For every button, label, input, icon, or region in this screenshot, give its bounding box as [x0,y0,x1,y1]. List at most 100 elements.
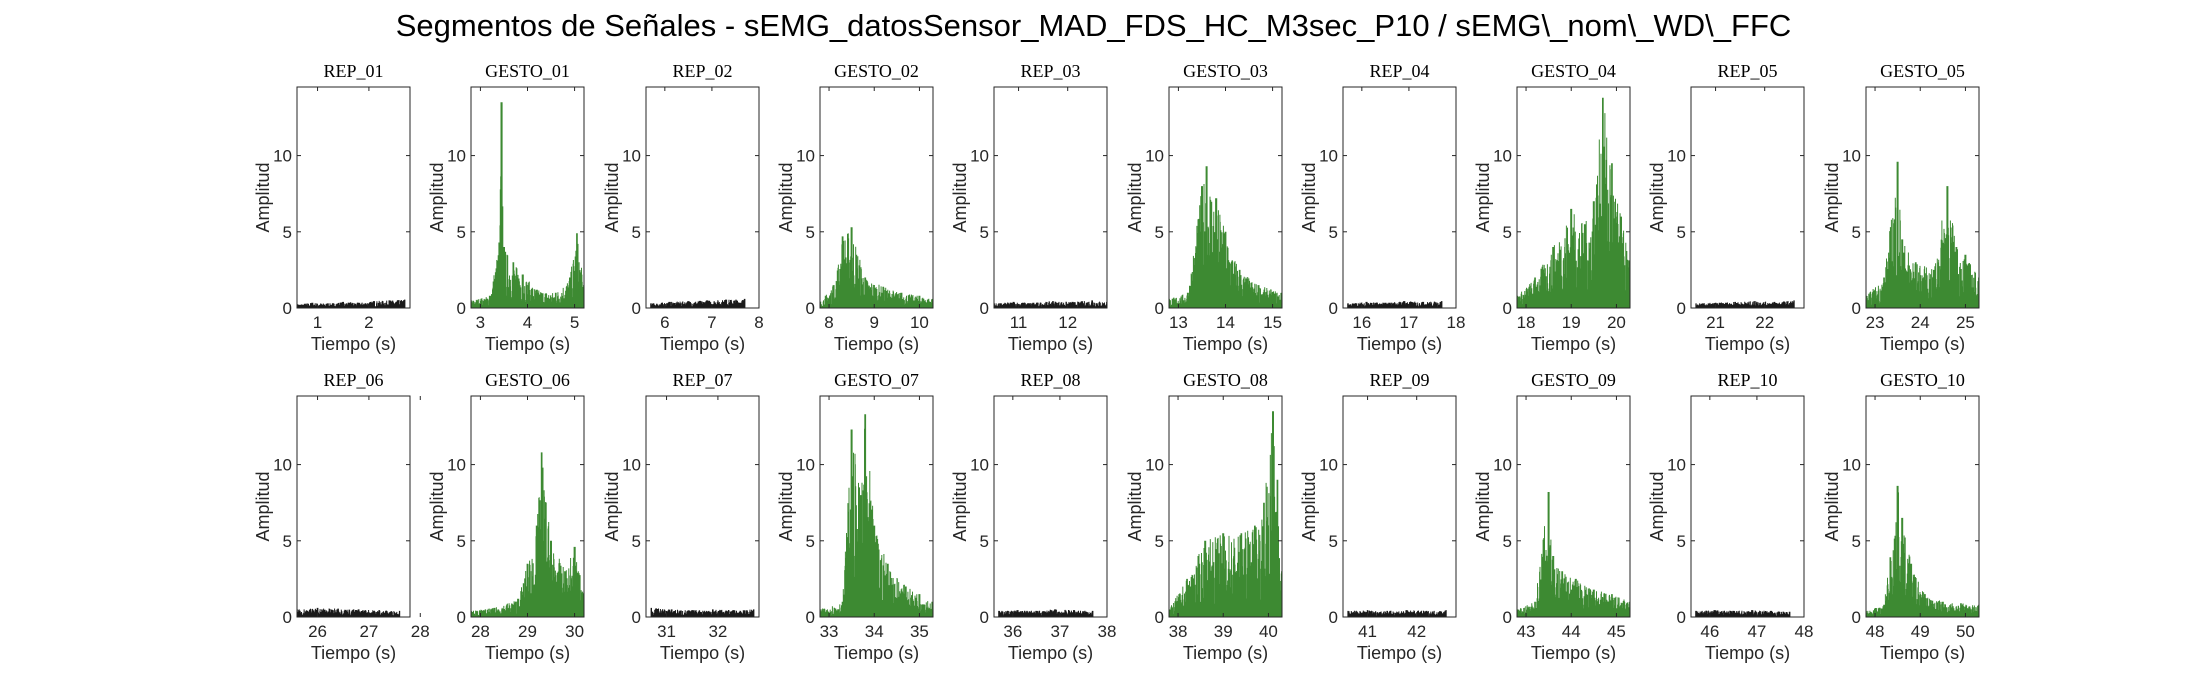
y-tick-label: 5 [1852,532,1861,551]
y-tick-label: 10 [1145,147,1164,166]
x-tick-label: 2 [364,313,373,332]
subplot-title: REP_05 [1717,61,1777,81]
series-line [1865,485,1980,617]
x-tick-label: 33 [820,622,839,641]
x-tick-label: 26 [308,622,327,641]
series-line [998,609,1094,617]
y-axis-label: Amplitud [1647,162,1667,232]
series-line [1695,300,1795,308]
y-tick-label: 5 [1155,532,1164,551]
subplot-title: REP_09 [1369,370,1429,390]
y-tick-label: 10 [1319,147,1338,166]
series-line [1516,97,1631,308]
y-tick-label: 0 [283,608,292,627]
x-tick-label: 14 [1216,313,1235,332]
x-axis-label: Tiempo (s) [834,643,919,663]
y-axis-label: Amplitud [602,471,622,541]
axes-box [1516,395,1631,618]
y-axis-label: Amplitud [427,471,447,541]
y-axis-label: Amplitud [950,471,970,541]
y-tick-label: 0 [1852,299,1861,318]
series-line [1347,301,1443,308]
subplot: 0 5 10 31 32 REP_07 Tiempo (s) Amplitud [602,370,760,663]
x-tick-label: 18 [1517,313,1536,332]
x-tick-label: 32 [708,622,727,641]
x-axis-label: Tiempo (s) [1531,643,1616,663]
y-axis-label: Amplitud [950,162,970,232]
x-tick-label: 19 [1562,313,1581,332]
x-tick-label: 23 [1866,313,1885,332]
x-tick-label: 9 [870,313,879,332]
x-tick-label: 1 [313,313,322,332]
subplot: 0 5 10 38 39 40 GESTO_08 Tiempo (s) Amplitud [1125,370,1283,663]
y-tick-label: 10 [447,147,466,166]
subplot: 0 5 10 36 37 38 REP_08 Tiempo (s) Amplitud [950,370,1116,663]
y-axis-label: Amplitud [427,162,447,232]
y-tick-label: 5 [632,223,641,242]
y-axis-label: Amplitud [776,471,796,541]
subplot: 0 5 10 28 29 30 GESTO_06 Tiempo (s) Amplitud [427,370,585,663]
x-axis-label: Tiempo (s) [1357,643,1442,663]
x-tick-label: 18 [1447,313,1466,332]
series-line [1168,166,1283,308]
x-tick-label: 21 [1706,313,1725,332]
x-tick-label: 6 [660,313,669,332]
subplot-title: GESTO_01 [485,61,570,81]
subplot-title: REP_10 [1717,370,1777,390]
y-axis-label: Amplitud [1473,471,1493,541]
subplot-title: GESTO_05 [1880,61,1965,81]
y-tick-label: 10 [970,147,989,166]
y-tick-label: 10 [1493,456,1512,475]
axes-box [993,86,1108,309]
y-tick-label: 5 [806,223,815,242]
series-line [650,298,746,308]
y-tick-label: 5 [283,532,292,551]
y-tick-label: 0 [1503,299,1512,318]
x-tick-label: 45 [1607,622,1626,641]
axes-box [1865,395,1980,618]
subplot: 0 5 10 23 24 25 GESTO_05 Tiempo (s) Amplitud [1822,61,1980,354]
y-tick-label: 10 [796,147,815,166]
y-axis-label: Amplitud [1299,471,1319,541]
subplot: 0 5 10 6 7 8 REP_02 Tiempo (s) Amplitud [602,61,764,354]
subplot-title: GESTO_06 [485,370,570,390]
y-tick-label: 5 [980,223,989,242]
y-tick-label: 10 [1145,456,1164,475]
x-tick-label: 28 [411,622,430,641]
x-tick-label: 46 [1700,622,1719,641]
x-tick-label: 48 [1795,622,1814,641]
y-tick-label: 5 [1329,223,1338,242]
y-tick-label: 0 [806,608,815,627]
subplot-title: GESTO_08 [1183,370,1268,390]
x-axis-label: Tiempo (s) [1705,643,1790,663]
y-tick-label: 10 [1319,456,1338,475]
y-tick-label: 5 [1503,532,1512,551]
y-axis-label: Amplitud [253,471,273,541]
y-tick-label: 10 [970,456,989,475]
axes-box [1168,395,1283,618]
x-tick-label: 8 [754,313,763,332]
x-axis-label: Tiempo (s) [1183,643,1268,663]
subplot-title: REP_03 [1020,61,1080,81]
x-tick-label: 38 [1169,622,1188,641]
axes-box [1342,86,1457,309]
x-tick-label: 4 [523,313,532,332]
y-tick-label: 5 [632,532,641,551]
subplot: 0 5 10 18 19 20 GESTO_04 Tiempo (s) Amplitud [1473,61,1631,354]
x-axis-label: Tiempo (s) [1357,334,1442,354]
subplot: 0 5 10 43 44 45 GESTO_09 Tiempo (s) Amplitud [1473,370,1631,663]
axes-box [470,86,585,309]
y-tick-label: 0 [632,608,641,627]
x-tick-label: 3 [476,313,485,332]
axes-box [645,395,760,618]
x-axis-label: Tiempo (s) [660,334,745,354]
x-axis-label: Tiempo (s) [485,334,570,354]
y-tick-label: 10 [273,147,292,166]
x-tick-label: 48 [1866,622,1885,641]
axes-box [1690,395,1805,618]
x-tick-label: 49 [1911,622,1930,641]
x-tick-label: 29 [518,622,537,641]
subplot: 0 5 10 11 12 REP_03 Tiempo (s) Amplitud [950,61,1108,354]
y-tick-label: 0 [1155,299,1164,318]
